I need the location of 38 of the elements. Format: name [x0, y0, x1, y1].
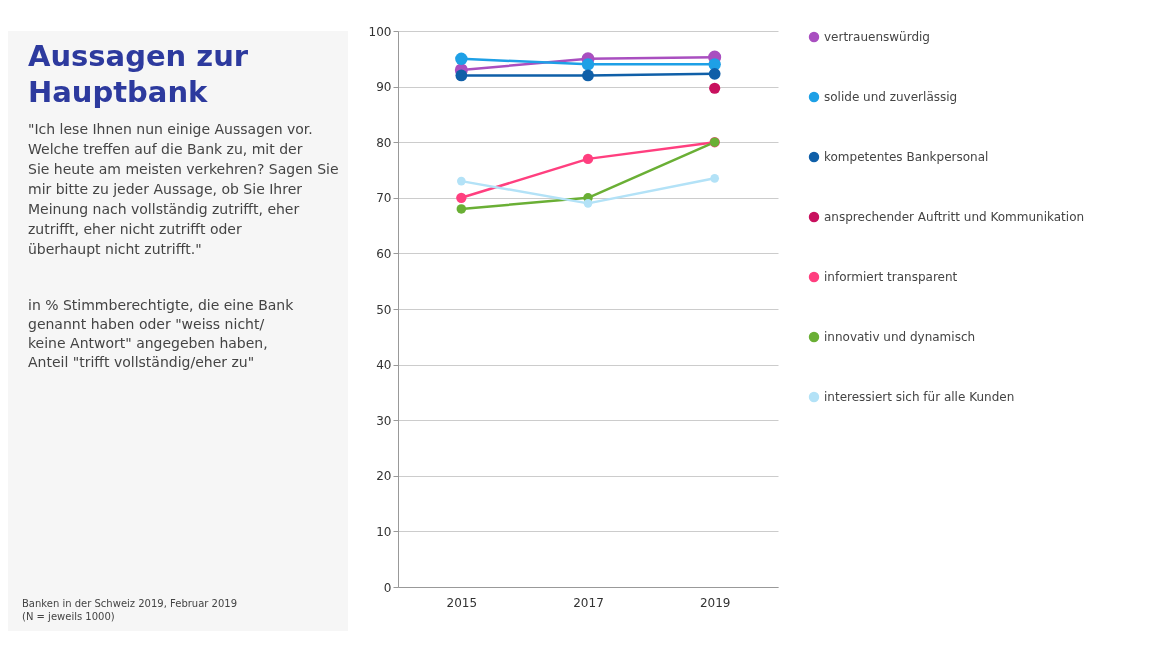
legend-label: interessiert sich für alle Kunden	[824, 390, 1015, 404]
point	[708, 67, 721, 80]
legend-label: kompetentes Bankpersonal	[824, 150, 989, 164]
y-tick-label: 60	[376, 246, 392, 261]
text: Banken in der Schweiz 2019, Februar 2019	[22, 598, 238, 609]
x-tick-label: 2017	[573, 595, 604, 610]
point	[582, 69, 594, 82]
y-tick-label: 40	[376, 358, 392, 373]
legend-label: vertrauenswürdig	[824, 30, 930, 44]
text: in % Stimmberechtigte, die eine Bank genannt haben oder "weiss nicht/ keine Antwort" angegeben haben, Anteil "trifft vollständig/eher zu"	[28, 297, 295, 370]
point	[709, 82, 721, 94]
y-tick-label: 100	[368, 24, 392, 39]
point	[582, 153, 594, 165]
point	[581, 58, 595, 71]
y-tick-label: 30	[376, 413, 392, 428]
y-tick-label: 20	[376, 469, 392, 484]
text: (N = jeweils 1000)	[22, 611, 115, 622]
y-tick-label: 70	[376, 191, 392, 206]
x-tick-label: 2019	[699, 595, 731, 610]
y-tick-label: 10	[376, 524, 392, 539]
point	[455, 69, 468, 82]
legend-label: solide und zuverlässig	[824, 90, 958, 104]
text: "Ich lese Ihnen nun einige Aussagen vor. Welche treffen auf die Bank zu, mit der Sie heute am meisten verkehren? Sagen Sie mir bitte zu jeder Aussage, ob Sie Ihrer Meinung nach vollständig zutrifft, eher zutrifft, eher nicht zutrifft oder überhaupt nicht zutrifft."	[28, 121, 339, 257]
text: Aussagen zur Hauptbank	[28, 39, 249, 109]
point	[455, 52, 468, 65]
point	[456, 192, 467, 203]
point	[583, 199, 593, 208]
y-tick-label: 80	[376, 135, 392, 150]
y-tick-label: 90	[376, 80, 392, 95]
y-tick-label: 50	[376, 302, 392, 317]
y-tick-label: 0	[383, 580, 392, 595]
point	[456, 204, 467, 214]
legend-label: informiert transparent	[824, 270, 958, 284]
point	[456, 176, 466, 186]
point	[710, 174, 720, 183]
legend-label: ansprechender Auftritt und Kommunikation	[824, 210, 1085, 224]
legend-label: innovativ und dynamisch	[824, 330, 976, 344]
x-tick-label: 2015	[446, 595, 478, 610]
